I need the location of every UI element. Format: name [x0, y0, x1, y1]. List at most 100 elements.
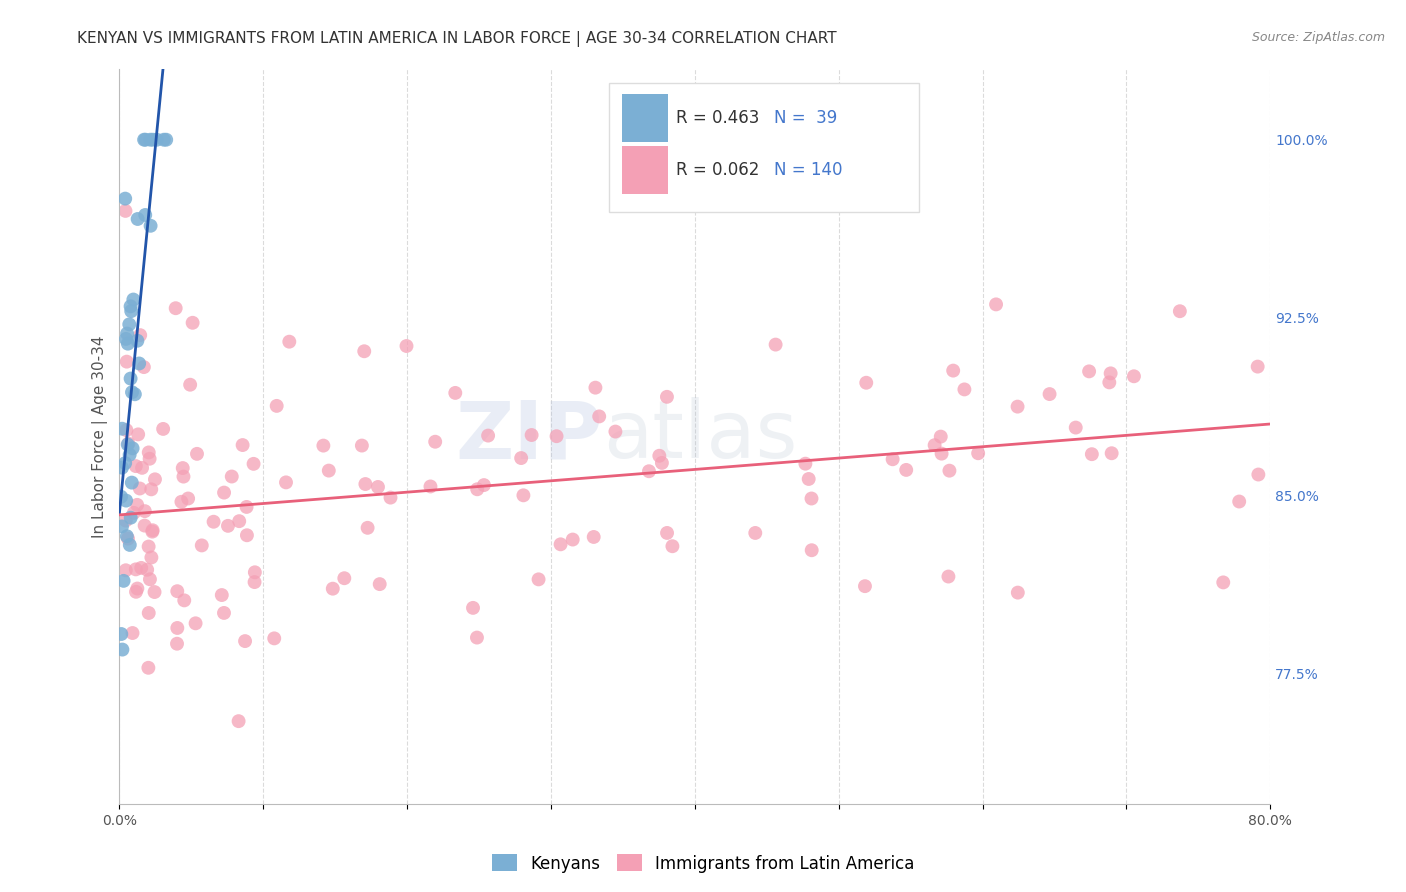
- Immigrants from Latin America: [648, 449, 671, 463]
- FancyBboxPatch shape: [609, 83, 920, 212]
- Kenyans: [120, 371, 142, 385]
- Immigrants from Latin America: [353, 344, 375, 359]
- Immigrants from Latin America: [651, 456, 673, 470]
- Kenyans: [118, 448, 141, 462]
- Immigrants from Latin America: [661, 539, 683, 553]
- Immigrants from Latin America: [800, 543, 823, 558]
- Immigrants from Latin America: [115, 354, 138, 368]
- Kenyans: [111, 642, 134, 657]
- Immigrants from Latin America: [765, 337, 787, 351]
- Y-axis label: In Labor Force | Age 30-34: In Labor Force | Age 30-34: [93, 335, 108, 538]
- Kenyans: [114, 192, 136, 206]
- Immigrants from Latin America: [444, 385, 467, 400]
- Immigrants from Latin America: [266, 399, 288, 413]
- Immigrants from Latin America: [333, 571, 356, 585]
- Immigrants from Latin America: [202, 515, 225, 529]
- Kenyans: [110, 627, 132, 641]
- Immigrants from Latin America: [228, 514, 250, 528]
- Kenyans: [115, 493, 138, 508]
- Kenyans: [120, 510, 142, 524]
- Kenyans: [111, 460, 134, 475]
- Immigrants from Latin America: [896, 463, 918, 477]
- Immigrants from Latin America: [236, 528, 259, 542]
- Immigrants from Latin America: [527, 573, 550, 587]
- Kenyans: [121, 385, 143, 400]
- Immigrants from Latin America: [143, 472, 166, 486]
- Immigrants from Latin America: [380, 491, 402, 505]
- Immigrants from Latin America: [356, 521, 378, 535]
- Kenyans: [139, 133, 162, 147]
- Immigrants from Latin America: [855, 376, 877, 390]
- Immigrants from Latin America: [942, 363, 965, 377]
- Immigrants from Latin America: [1007, 400, 1029, 414]
- Immigrants from Latin America: [117, 532, 139, 546]
- Immigrants from Latin America: [125, 459, 148, 474]
- Immigrants from Latin America: [797, 472, 820, 486]
- Kenyans: [121, 442, 143, 456]
- Immigrants from Latin America: [1123, 369, 1146, 384]
- Text: N =  39: N = 39: [775, 109, 838, 128]
- Immigrants from Latin America: [121, 626, 143, 640]
- Immigrants from Latin America: [138, 661, 160, 675]
- Immigrants from Latin America: [638, 464, 661, 478]
- Immigrants from Latin America: [274, 475, 297, 490]
- Immigrants from Latin America: [1078, 364, 1101, 378]
- Immigrants from Latin America: [368, 577, 391, 591]
- Immigrants from Latin America: [263, 632, 285, 646]
- Kenyans: [117, 437, 139, 451]
- Kenyans: [146, 133, 169, 147]
- Immigrants from Latin America: [177, 491, 200, 506]
- Kenyans: [132, 133, 155, 147]
- Immigrants from Latin America: [550, 537, 572, 551]
- Immigrants from Latin America: [312, 439, 335, 453]
- Immigrants from Latin America: [172, 461, 194, 475]
- Immigrants from Latin America: [583, 381, 606, 395]
- Immigrants from Latin America: [228, 714, 250, 728]
- Immigrants from Latin America: [138, 445, 160, 459]
- Immigrants from Latin America: [139, 572, 162, 586]
- Kenyans: [120, 299, 142, 313]
- Immigrants from Latin America: [582, 530, 605, 544]
- Immigrants from Latin America: [166, 637, 188, 651]
- Immigrants from Latin America: [184, 616, 207, 631]
- Kenyans: [127, 334, 149, 348]
- Immigrants from Latin America: [166, 621, 188, 635]
- Immigrants from Latin America: [465, 483, 488, 497]
- Immigrants from Latin America: [232, 438, 254, 452]
- Immigrants from Latin America: [170, 495, 193, 509]
- Immigrants from Latin America: [186, 447, 208, 461]
- Immigrants from Latin America: [217, 519, 239, 533]
- Kenyans: [111, 519, 134, 533]
- Immigrants from Latin America: [512, 488, 534, 502]
- Immigrants from Latin America: [138, 606, 160, 620]
- FancyBboxPatch shape: [623, 95, 668, 142]
- Immigrants from Latin America: [114, 203, 136, 218]
- Immigrants from Latin America: [322, 582, 344, 596]
- Immigrants from Latin America: [350, 439, 373, 453]
- Immigrants from Latin America: [853, 579, 876, 593]
- Immigrants from Latin America: [744, 525, 766, 540]
- Kenyans: [142, 133, 165, 147]
- Immigrants from Latin America: [166, 584, 188, 599]
- Immigrants from Latin America: [243, 566, 266, 580]
- Kenyans: [115, 326, 138, 341]
- Immigrants from Latin America: [191, 538, 214, 552]
- Immigrants from Latin America: [122, 506, 145, 520]
- Immigrants from Latin America: [1081, 447, 1104, 461]
- Immigrants from Latin America: [114, 563, 136, 577]
- Immigrants from Latin America: [318, 464, 340, 478]
- Immigrants from Latin America: [929, 429, 952, 443]
- Immigrants from Latin America: [561, 533, 583, 547]
- Immigrants from Latin America: [114, 514, 136, 528]
- Immigrants from Latin America: [461, 600, 484, 615]
- Immigrants from Latin America: [278, 334, 301, 349]
- Text: KENYAN VS IMMIGRANTS FROM LATIN AMERICA IN LABOR FORCE | AGE 30-34 CORRELATION C: KENYAN VS IMMIGRANTS FROM LATIN AMERICA …: [77, 31, 837, 47]
- Immigrants from Latin America: [655, 390, 678, 404]
- Immigrants from Latin America: [129, 328, 152, 343]
- Kenyans: [114, 456, 136, 470]
- Immigrants from Latin America: [134, 518, 156, 533]
- Immigrants from Latin America: [134, 504, 156, 518]
- Immigrants from Latin America: [132, 360, 155, 375]
- Kenyans: [118, 318, 141, 332]
- Immigrants from Latin America: [181, 316, 204, 330]
